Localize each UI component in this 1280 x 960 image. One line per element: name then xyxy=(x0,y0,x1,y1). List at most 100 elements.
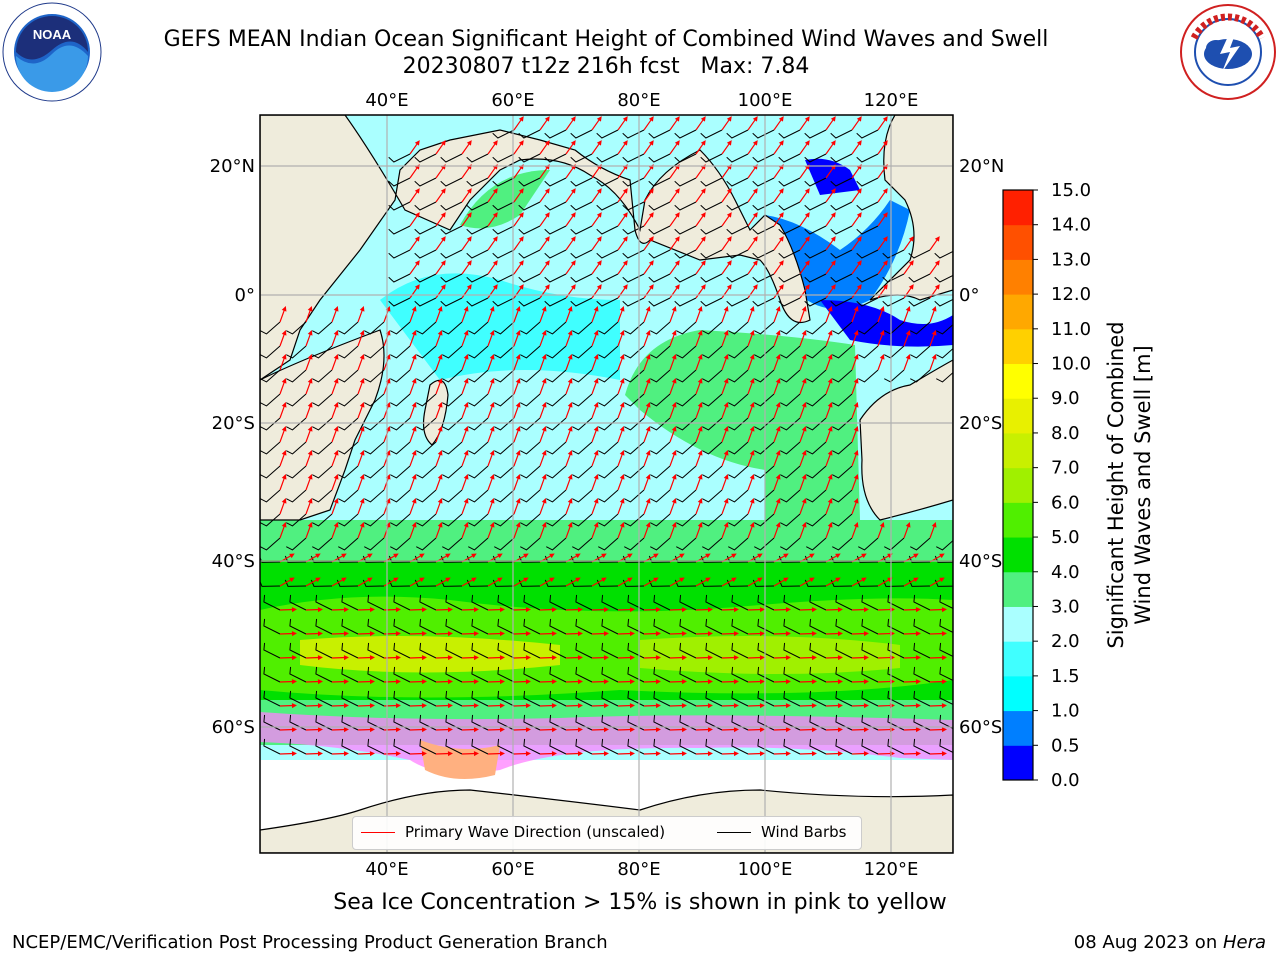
wave-direction-arrow xyxy=(643,190,653,203)
wave-direction-arrowhead xyxy=(645,522,651,528)
wind-barb xyxy=(830,129,853,139)
wind-barb xyxy=(523,642,541,659)
wave-direction-arrow xyxy=(747,476,754,491)
wind-barb xyxy=(523,666,541,683)
wave-direction-arrowhead xyxy=(489,450,495,456)
wave-direction-arrow xyxy=(877,142,887,155)
land-southern-africa xyxy=(260,329,385,521)
wave-direction-arrowhead xyxy=(447,703,453,709)
wave-direction-arrowhead xyxy=(541,426,547,432)
wave-direction-arrowhead xyxy=(473,655,479,661)
wave-direction-arrow xyxy=(851,476,858,491)
wave-direction-arrowhead xyxy=(653,553,659,559)
wave-direction-arrowhead xyxy=(570,236,576,242)
wind-barb xyxy=(289,690,307,707)
wind-barb xyxy=(702,441,723,455)
wave-direction-arrow xyxy=(695,380,702,395)
wave-direction-arrowhead xyxy=(437,306,443,312)
wave-direction-arrow xyxy=(851,286,861,299)
wind-barb xyxy=(518,177,541,187)
wind-barb xyxy=(939,690,953,706)
wind-barb xyxy=(809,690,827,707)
wind-barb xyxy=(809,666,827,683)
wave-direction-arrowhead xyxy=(489,330,495,336)
wave-direction-arrowhead xyxy=(811,631,817,637)
colorbar-tick-label: 8.0 xyxy=(1051,423,1080,444)
wave-direction-arrowhead xyxy=(958,306,963,312)
colorbar-tick-label: 1.5 xyxy=(1051,666,1080,687)
wave-direction-arrowhead xyxy=(447,727,453,733)
wind-barb xyxy=(752,177,775,187)
wind-barb xyxy=(783,690,801,707)
wave-direction-arrowhead xyxy=(463,498,469,504)
wind-barb xyxy=(518,249,541,259)
wind-barb xyxy=(939,666,953,682)
wave-direction-arrowhead xyxy=(827,330,833,336)
wind-barb xyxy=(754,417,775,431)
wave-direction-arrowhead xyxy=(499,703,505,709)
wave-direction-arrowhead xyxy=(827,378,833,384)
wave-direction-arrow xyxy=(851,380,858,395)
wave-direction-arrow xyxy=(721,166,731,179)
wave-direction-arrowhead xyxy=(827,450,833,456)
wave-direction-arrow xyxy=(721,404,728,419)
wind-barb xyxy=(804,297,827,307)
wave-direction-arrow xyxy=(721,524,728,539)
wind-barb xyxy=(520,393,541,407)
wind-barb xyxy=(518,201,541,211)
wave-direction-arrowhead xyxy=(437,450,443,456)
wave-direction-arrowhead xyxy=(333,426,339,432)
wave-direction-arrowhead xyxy=(414,260,420,266)
wind-barb xyxy=(546,417,567,431)
wave-direction-arrow xyxy=(825,286,835,299)
wave-direction-arrowhead xyxy=(655,607,661,613)
wave-direction-arrowhead xyxy=(879,330,885,336)
wave-direction-arrow xyxy=(825,356,832,371)
wave-direction-arrow xyxy=(461,356,468,371)
wave-direction-arrow xyxy=(721,428,728,443)
wave-direction-arrow xyxy=(617,578,631,587)
wave-direction-arrowhead xyxy=(671,378,677,384)
wind-barb xyxy=(468,513,489,527)
wind-barb xyxy=(442,393,463,407)
wind-barb xyxy=(702,513,723,527)
wind-barb xyxy=(861,618,879,635)
wave-direction-arrow xyxy=(565,214,575,227)
credit-left: NCEP/EMC/Verification Post Processing Pr… xyxy=(12,932,608,953)
wave-direction-arrowhead xyxy=(575,577,581,583)
wind-barb xyxy=(728,345,749,359)
wind-barb xyxy=(445,666,463,683)
wave-direction-arrowhead xyxy=(908,284,914,290)
wind-barb xyxy=(494,345,515,359)
wave-direction-arrowhead xyxy=(804,260,810,266)
wind-barb xyxy=(546,441,567,455)
wave-direction-arrowhead xyxy=(341,577,347,583)
wind-barb xyxy=(679,666,697,683)
wind-barb xyxy=(679,690,697,707)
wave-direction-arrowhead xyxy=(629,727,635,733)
wave-direction-arrow xyxy=(279,578,293,587)
wind-barb xyxy=(887,618,905,635)
wave-direction-arrowhead xyxy=(645,450,651,456)
right-lat-tick: 60°S xyxy=(959,717,1002,738)
wind-barb xyxy=(887,738,905,755)
right-lat-tick: 20°S xyxy=(959,413,1002,434)
wave-direction-arrowhead xyxy=(882,140,888,146)
wind-barb xyxy=(653,690,671,707)
wind-barb xyxy=(939,618,953,634)
legend-wave-swatch xyxy=(361,831,395,833)
legend-wave-item: Primary Wave Direction (unscaled) xyxy=(361,823,665,841)
wave-direction-arrowhead xyxy=(471,577,477,583)
wave-direction-arrow xyxy=(747,380,754,395)
wind-barb xyxy=(388,249,411,259)
wind-barb xyxy=(466,249,489,259)
wave-direction-arrowhead xyxy=(291,727,297,733)
wave-direction-arrowhead xyxy=(307,426,313,432)
wave-direction-arrow xyxy=(851,166,861,179)
wave-direction-arrowhead xyxy=(393,577,399,583)
wave-direction-arrow xyxy=(825,500,832,515)
wind-barb xyxy=(832,417,853,431)
wave-direction-arrow xyxy=(539,500,546,515)
wind-barb xyxy=(809,594,827,611)
wave-direction-arrowhead xyxy=(830,260,836,266)
